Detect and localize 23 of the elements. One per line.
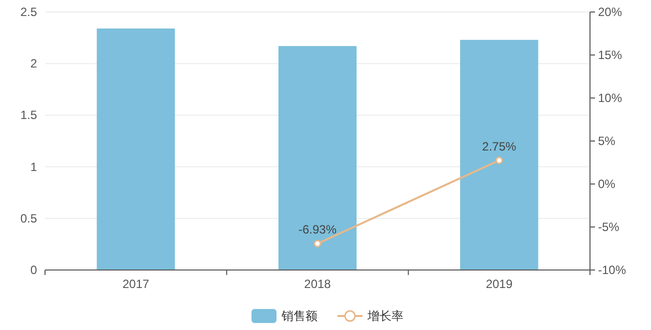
x-tick-label: 2017 [122,277,150,291]
y-tick-label: 2 [30,56,38,71]
x-tick-label: 2019 [486,277,513,291]
bar [278,46,357,270]
bar [96,28,175,270]
y-tick-label: 1 [30,160,38,174]
y2-tick-label: -10% [598,263,626,277]
y-tick-label: 2.5 [20,5,38,19]
y2-tick-label: 20% [598,5,622,19]
legend-label: 增长率 [366,309,404,323]
y2-tick-label: 0% [598,177,616,191]
y-tick-label: 0.5 [20,211,38,226]
y-tick-label: 1.5 [20,108,38,122]
y2-tick-label: 5% [598,134,616,148]
bar [460,40,538,270]
legend-label: 销售额 [280,309,318,323]
y-tick-label: 0 [30,263,38,277]
y2-tick-label: 10% [598,91,622,105]
y2-tick-label: 15% [598,48,622,62]
data-label: -6.93% [298,222,337,237]
x-tick-label: 2018 [304,277,332,291]
data-label: 2.75% [482,139,517,154]
y2-tick-label: -5% [598,220,620,234]
